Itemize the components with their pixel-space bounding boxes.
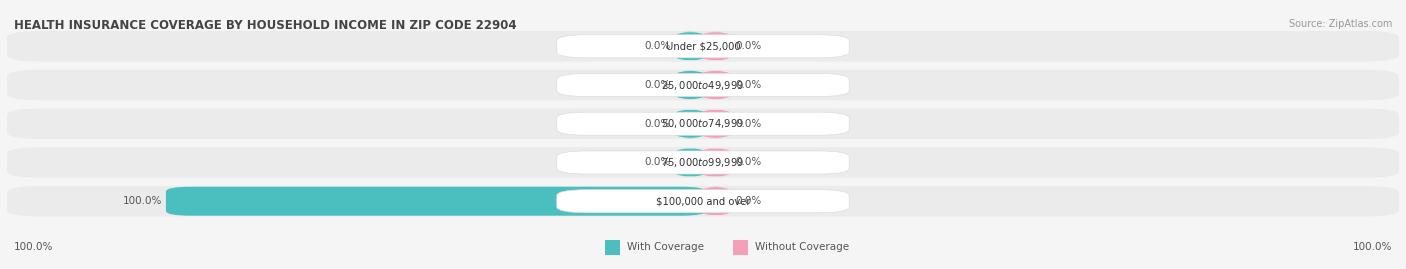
Text: 0.0%: 0.0%: [644, 41, 671, 51]
Text: 0.0%: 0.0%: [644, 157, 671, 168]
Text: $25,000 to $49,999: $25,000 to $49,999: [661, 79, 745, 91]
Text: $75,000 to $99,999: $75,000 to $99,999: [661, 156, 745, 169]
Text: Without Coverage: Without Coverage: [755, 242, 849, 253]
FancyBboxPatch shape: [605, 240, 620, 255]
FancyBboxPatch shape: [557, 112, 849, 135]
FancyBboxPatch shape: [7, 147, 1399, 178]
Text: 0.0%: 0.0%: [644, 80, 671, 90]
Text: 0.0%: 0.0%: [735, 41, 762, 51]
FancyBboxPatch shape: [700, 187, 731, 216]
Text: $50,000 to $74,999: $50,000 to $74,999: [661, 117, 745, 130]
Text: Under $25,000: Under $25,000: [665, 41, 741, 51]
FancyBboxPatch shape: [733, 240, 748, 255]
FancyBboxPatch shape: [557, 73, 849, 97]
Text: $100,000 and over: $100,000 and over: [655, 196, 751, 206]
FancyBboxPatch shape: [166, 187, 706, 216]
Text: 0.0%: 0.0%: [735, 196, 762, 206]
FancyBboxPatch shape: [675, 32, 706, 61]
FancyBboxPatch shape: [7, 31, 1399, 62]
Text: HEALTH INSURANCE COVERAGE BY HOUSEHOLD INCOME IN ZIP CODE 22904: HEALTH INSURANCE COVERAGE BY HOUSEHOLD I…: [14, 19, 516, 32]
Text: 100.0%: 100.0%: [122, 196, 162, 206]
Text: 0.0%: 0.0%: [735, 80, 762, 90]
FancyBboxPatch shape: [675, 70, 706, 100]
Text: With Coverage: With Coverage: [627, 242, 704, 253]
FancyBboxPatch shape: [7, 108, 1399, 139]
FancyBboxPatch shape: [675, 109, 706, 138]
Text: 0.0%: 0.0%: [644, 119, 671, 129]
FancyBboxPatch shape: [700, 70, 731, 100]
Text: 0.0%: 0.0%: [735, 157, 762, 168]
FancyBboxPatch shape: [557, 151, 849, 174]
Text: Source: ZipAtlas.com: Source: ZipAtlas.com: [1288, 19, 1392, 29]
Text: 100.0%: 100.0%: [1353, 242, 1392, 253]
FancyBboxPatch shape: [7, 186, 1399, 217]
FancyBboxPatch shape: [557, 190, 849, 213]
FancyBboxPatch shape: [675, 148, 706, 177]
FancyBboxPatch shape: [700, 32, 731, 61]
FancyBboxPatch shape: [7, 70, 1399, 100]
FancyBboxPatch shape: [700, 148, 731, 177]
FancyBboxPatch shape: [557, 35, 849, 58]
FancyBboxPatch shape: [700, 109, 731, 138]
Text: 100.0%: 100.0%: [14, 242, 53, 253]
Text: 0.0%: 0.0%: [735, 119, 762, 129]
